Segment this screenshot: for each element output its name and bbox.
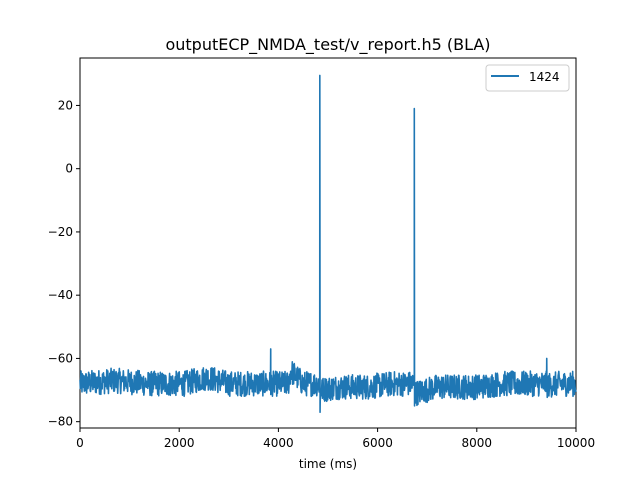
y-tick-label: −20 [48, 225, 73, 239]
y-tick-label: −80 [48, 415, 73, 429]
series-layer [79, 74, 577, 413]
x-tick-label: 10000 [557, 436, 595, 450]
y-tick-label: 0 [65, 162, 73, 176]
x-tick-label: 6000 [362, 436, 393, 450]
axes-frame [79, 57, 577, 429]
chart-title: outputECP_NMDA_test/v_report.h5 (BLA) [165, 35, 490, 55]
y-axis: −80 −60 −40 −20 0 20 [48, 98, 80, 429]
y-tick-label: 20 [58, 98, 73, 112]
x-axis: 0 2000 4000 6000 8000 10000 [76, 428, 595, 450]
y-tick-label: −60 [48, 351, 73, 365]
y-tick-label: −40 [48, 288, 73, 302]
x-tick-label: 0 [76, 436, 84, 450]
series-line-1424 [79, 74, 577, 413]
legend-box [485, 64, 570, 92]
x-tick-label: 2000 [164, 436, 195, 450]
legend-label-1424: 1424 [529, 70, 560, 84]
plot-area [79, 57, 577, 429]
legend[interactable]: 1424 [485, 64, 570, 92]
x-tick-label: 4000 [263, 436, 294, 450]
x-tick-label: 8000 [462, 436, 493, 450]
x-axis-label: time (ms) [299, 457, 357, 471]
